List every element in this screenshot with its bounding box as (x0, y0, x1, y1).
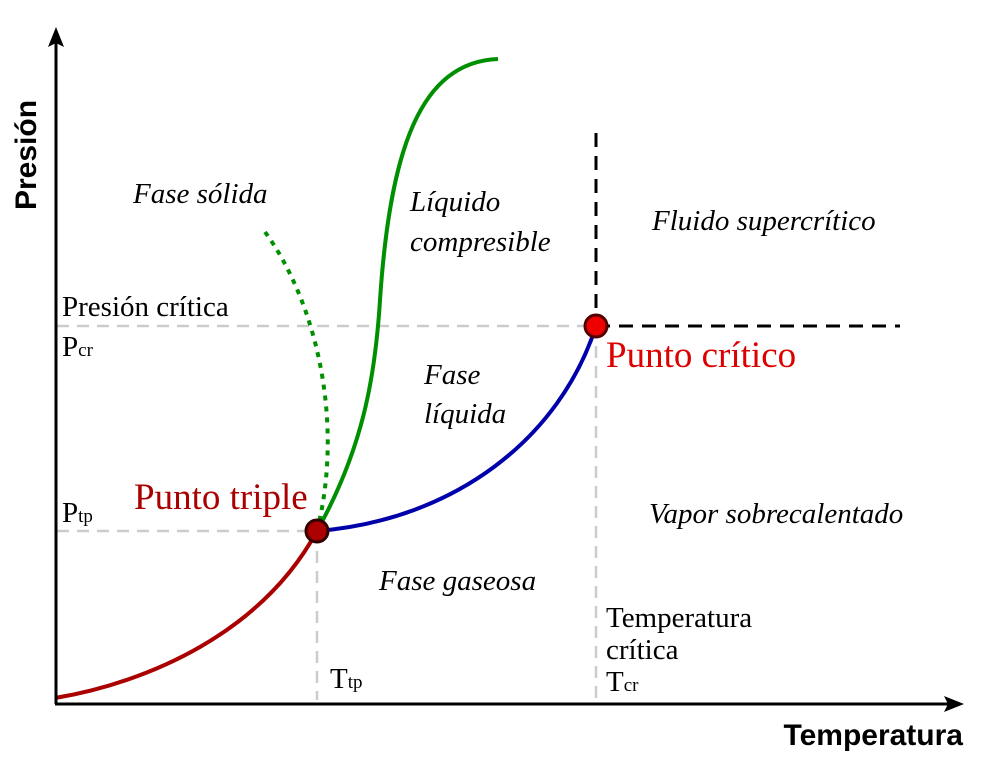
fusion-curve (315, 57, 499, 532)
liquid-phase-label-2: líquida (424, 398, 506, 430)
critical-temperature-label-1: Temperatura (606, 602, 752, 634)
vaporization-curve (316, 325, 598, 533)
compressible-liquid-label-2: compresible (410, 226, 551, 258)
sublimation-curve (54, 530, 319, 700)
x-axis-arrow-icon (944, 696, 964, 712)
triple-point-label: Punto triple (134, 477, 308, 518)
gas-phase-label: Fase gaseosa (378, 565, 536, 597)
critical-point-label: Punto crítico (606, 335, 796, 376)
p-tp-label: Ptp (62, 497, 93, 529)
liquid-phase-label-1: Fase (423, 359, 481, 391)
triple-point-marker (304, 518, 330, 544)
y-axis-label: Presión (10, 100, 43, 210)
critical-pressure-label: Presión crítica (62, 291, 229, 323)
solid-phase-label: Fase sólida (132, 178, 268, 210)
supercritical-fluid-label: Fluido supercrítico (651, 205, 876, 237)
superheated-vapor-label: Vapor sobrecalentado (649, 498, 903, 530)
y-axis-arrow-icon (48, 27, 64, 47)
critical-point-marker (583, 313, 609, 339)
x-axis-label: Temperatura (783, 719, 963, 752)
t-tp-label: Ttp (330, 663, 363, 695)
compressible-liquid-label-1: Líquido (409, 186, 500, 218)
t-cr-label: Tcr (606, 666, 639, 698)
p-cr-label: Pcr (62, 331, 94, 363)
critical-temperature-label-2: crítica (606, 634, 679, 666)
anomalous-fusion-curve (263, 230, 330, 532)
